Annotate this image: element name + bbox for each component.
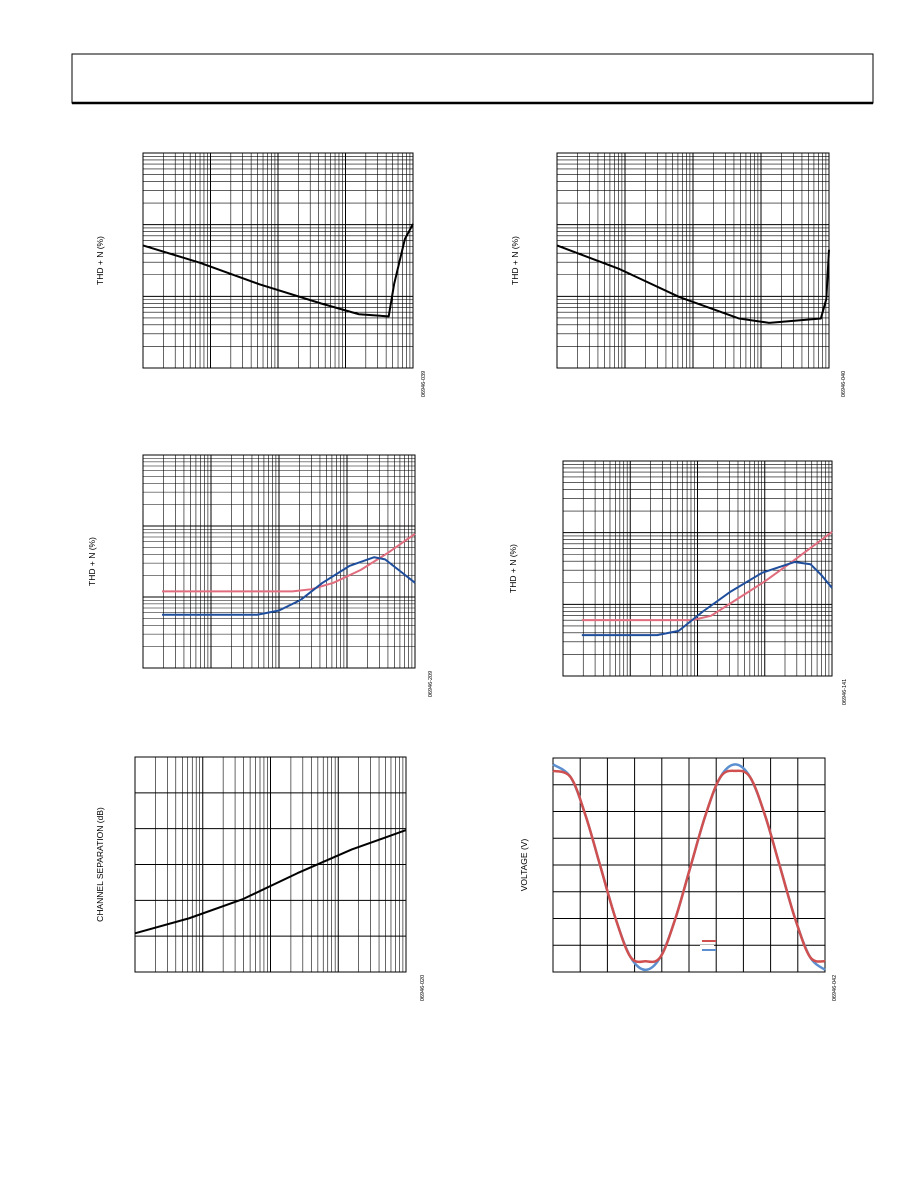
plot-frame (562, 460, 833, 677)
chart: VOLTAGE (V) 06946-042 (519, 757, 838, 1001)
y-axis-label: THD + N (%) (87, 537, 97, 586)
chart: THD + N (%) 06946-141 (508, 460, 848, 705)
plot-frame (142, 454, 416, 669)
header-box (71, 53, 874, 104)
y-axis-label: THD + N (%) (95, 236, 105, 285)
series-line (581, 561, 833, 637)
figure-id: 06946-209 (428, 671, 434, 697)
series-line (552, 769, 826, 964)
plot-frame (552, 757, 826, 973)
chart: THD + N (%) 06946-040 (510, 152, 847, 397)
series-line (556, 244, 830, 324)
series-line (134, 829, 407, 935)
plot-frame (142, 152, 414, 369)
chart: THD + N (%) 06946-209 (87, 454, 434, 697)
plot-frame (134, 756, 407, 973)
series-line (162, 556, 416, 616)
chart: CHANNEL SEPARATION (dB) 06946-020 (95, 756, 426, 1001)
figure-id: 06946-039 (421, 371, 427, 397)
y-axis-label: THD + N (%) (510, 236, 520, 285)
figure-id: 06946-141 (842, 679, 848, 705)
y-axis-label: THD + N (%) (508, 544, 518, 593)
figure-id: 06946-020 (420, 975, 426, 1001)
chart: THD + N (%) 06946-039 (95, 152, 427, 397)
series-line (162, 532, 416, 593)
y-axis-label: CHANNEL SEPARATION (dB) (95, 807, 105, 922)
figure-id: 06946-042 (832, 975, 838, 1001)
series-line (581, 531, 833, 622)
y-axis-label: VOLTAGE (V) (519, 839, 529, 892)
series-line (142, 223, 414, 318)
figure-id: 06946-040 (841, 371, 847, 397)
